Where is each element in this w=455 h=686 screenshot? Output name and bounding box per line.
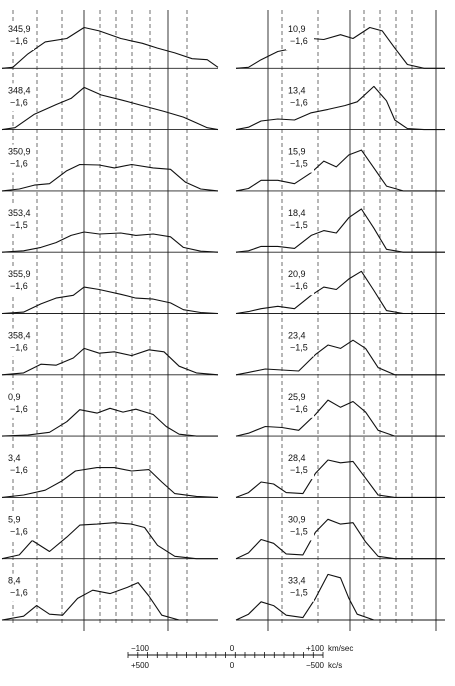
profile-longitude-label: 15,9	[288, 147, 306, 157]
profile-longitude-label: 353,4	[8, 208, 31, 218]
label-backdrop	[6, 22, 34, 50]
label-backdrop	[6, 512, 34, 541]
profile-longitude-label: 23,4	[288, 331, 306, 341]
profile-latitude-label: −1,6	[10, 36, 28, 46]
profile-longitude-label: 345,9	[8, 24, 31, 34]
profile-longitude-label: 348,4	[8, 85, 31, 95]
profile-latitude-label: −1,6	[290, 97, 308, 107]
profile-latitude-label: −1,6	[290, 404, 308, 414]
label-backdrop	[6, 328, 34, 357]
profile-longitude-label: 20,9	[288, 269, 306, 279]
profile-curve-353-4	[1, 231, 219, 253]
profile-latitude-label: −1,6	[290, 36, 308, 46]
profile-curve-30-9	[235, 518, 445, 560]
velocity-tick-0: 0	[230, 644, 235, 653]
left-panel: 345,9 −1,6 348,4 −1,6 350,9 −1,6 353,4 −1,5 355,…	[1, 10, 219, 631]
profile-latitude-label: −1,5	[290, 159, 308, 169]
label-backdrop	[6, 389, 34, 418]
label-backdrop	[286, 267, 314, 296]
label-backdrop	[286, 205, 314, 234]
frequency-unit: kc/s	[328, 661, 342, 670]
profile-latitude-label: −1,5	[290, 588, 308, 598]
profile-latitude-label: −1,6	[10, 97, 28, 107]
profile-latitude-label: −1,5	[10, 220, 28, 230]
label-backdrop	[6, 83, 34, 112]
profile-latitude-label: −1,6	[10, 526, 28, 536]
scale-minor-ticks	[127, 652, 324, 658]
profile-curve-5-9	[1, 522, 218, 560]
profile-latitude-label: −1,5	[290, 465, 308, 475]
label-backdrop	[286, 573, 314, 602]
profile-longitude-label: 30,9	[288, 514, 306, 524]
scale-bar: −100 0 +100 km/sec +500 0 −500 kc/s	[127, 644, 353, 670]
label-backdrop	[286, 22, 314, 50]
label-backdrop	[286, 389, 314, 418]
profile-latitude-label: −1,5	[290, 220, 308, 230]
profile-longitude-label: 13,4	[288, 85, 306, 95]
profile-longitude-label: 28,4	[288, 453, 306, 463]
label-backdrop	[6, 451, 34, 480]
profile-latitude-label: −1,6	[10, 281, 28, 291]
right-panel: 10,9 −1,6 13,4 −1,6 15,9 −1,5 18,4 −1,5 20,9 −1,6…	[235, 10, 445, 631]
label-backdrop	[6, 144, 34, 173]
profile-curve-18-4	[235, 208, 445, 253]
profile-curve-23-4	[235, 339, 445, 376]
profile-longitude-label: 0,9	[8, 392, 21, 402]
profile-longitude-label: 33,4	[288, 576, 306, 586]
profile-curve-25-9	[235, 399, 445, 437]
profile-latitude-label: −1,6	[290, 281, 308, 291]
profile-curve-355-9	[1, 286, 219, 315]
profile-curve-13-4	[235, 85, 445, 131]
velocity-tick-pos100: +100	[306, 644, 325, 653]
profile-longitude-label: 8,4	[8, 576, 21, 586]
profile-curve-15-9	[235, 149, 445, 192]
profile-latitude-label: −1,6	[10, 159, 28, 169]
frequency-tick-0: 0	[230, 661, 235, 670]
profile-longitude-label: 5,9	[8, 514, 21, 524]
label-backdrop	[286, 512, 314, 541]
profile-latitude-label: −1,6	[10, 465, 28, 475]
profile-curve-10-9	[235, 26, 445, 69]
profile-latitude-label: −1,6	[10, 404, 28, 414]
profile-latitude-label: −1,6	[10, 588, 28, 598]
profile-curve-3-4	[1, 467, 219, 498]
profile-latitude-label: −1,6	[10, 343, 28, 353]
profile-longitude-label: 350,9	[8, 147, 31, 157]
label-backdrop	[286, 328, 314, 357]
profile-curve-358-4	[1, 347, 219, 376]
profile-longitude-label: 3,4	[8, 453, 21, 463]
label-backdrop	[286, 83, 314, 112]
profile-curve-8-4	[1, 582, 218, 621]
profile-longitude-label: 25,9	[288, 392, 306, 402]
profile-curve-345-9	[1, 26, 219, 69]
profile-latitude-label: −1,5	[290, 343, 308, 353]
velocity-tick-neg100: −100	[131, 644, 150, 653]
profile-curve-33-4	[235, 573, 445, 621]
profile-curve-20-9	[235, 270, 445, 315]
profile-longitude-label: 18,4	[288, 208, 306, 218]
profile-latitude-label: −1,5	[290, 526, 308, 536]
label-backdrop	[286, 451, 314, 480]
frequency-tick-pos500: +500	[131, 661, 150, 670]
label-backdrop	[286, 144, 314, 173]
profile-curve-348-4	[1, 86, 219, 131]
velocity-unit: km/sec	[328, 644, 353, 653]
profile-curve-0-9	[1, 407, 218, 437]
profile-longitude-label: 358,4	[8, 331, 31, 341]
label-backdrop	[6, 267, 34, 296]
profile-longitude-label: 355,9	[8, 269, 31, 279]
label-backdrop	[6, 573, 34, 602]
frequency-tick-neg500: −500	[306, 661, 325, 670]
label-backdrop	[6, 205, 34, 234]
profile-curve-350-9	[1, 163, 219, 192]
profile-curve-28-4	[235, 459, 445, 498]
profile-longitude-label: 10,9	[288, 24, 306, 34]
